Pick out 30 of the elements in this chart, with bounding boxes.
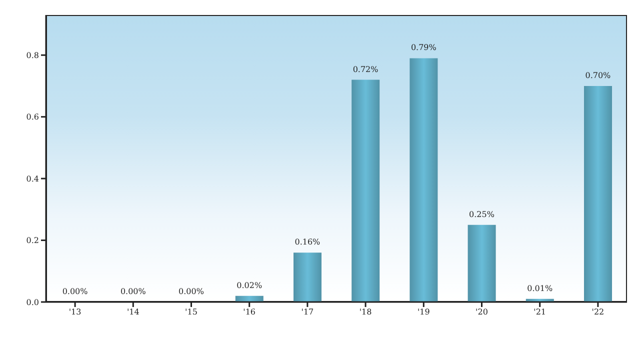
x-tick-label: '18 (359, 308, 372, 317)
bar (468, 224, 496, 302)
data-label: 0.79% (410, 43, 437, 52)
y-tick-label: 0.4 (26, 174, 39, 184)
data-label: 0.72% (352, 64, 379, 74)
data-label: 0.02% (236, 280, 262, 290)
x-tick-label: '19 (417, 308, 430, 317)
data-label: 0.16% (294, 238, 321, 247)
x-tick-label: '13 (68, 308, 82, 317)
y-tick-label: 0.6 (26, 112, 39, 122)
x-tick-label: '16 (243, 308, 256, 317)
bar (294, 252, 322, 302)
bar (584, 86, 612, 302)
data-label: 0.70% (585, 70, 612, 80)
data-label: 0.00% (120, 287, 146, 296)
bar (410, 58, 438, 302)
bar (352, 80, 380, 302)
x-tick-label: '17 (301, 308, 314, 317)
x-tick-label: '14 (126, 308, 140, 317)
x-tick-label: '15 (185, 308, 198, 317)
y-tick-label: 0.2 (26, 236, 39, 246)
y-tick-label: 0.0 (26, 298, 39, 307)
x-tick-label: '21 (534, 308, 546, 317)
x-tick-label: '20 (476, 308, 488, 317)
data-label: 0.01% (527, 284, 553, 293)
x-tick-label: '22 (592, 308, 604, 317)
data-label: 0.00% (178, 287, 204, 296)
y-tick-label: 0.8 (26, 50, 39, 60)
data-label: 0.25% (469, 210, 495, 219)
data-label: 0.00% (62, 287, 88, 296)
